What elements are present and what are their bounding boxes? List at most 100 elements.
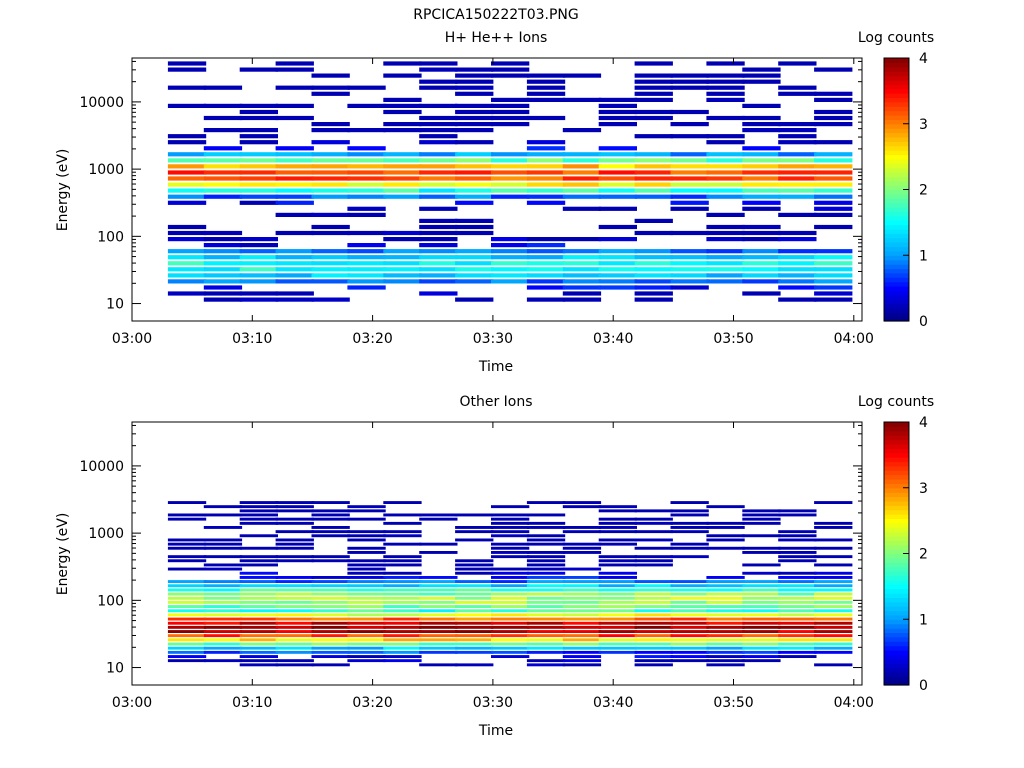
heatmap-cell bbox=[347, 596, 386, 600]
heatmap-cell bbox=[203, 115, 243, 121]
heatmap-cell bbox=[742, 255, 781, 260]
heatmap-cell bbox=[742, 146, 781, 151]
heatmap-cell bbox=[347, 609, 386, 613]
colorbar-swatch bbox=[884, 79, 909, 85]
heatmap-cell bbox=[598, 170, 637, 175]
colorbar-swatch bbox=[884, 303, 909, 309]
heatmap-cell bbox=[419, 634, 458, 638]
heatmap-cell bbox=[634, 509, 673, 513]
colorbar-swatch bbox=[884, 316, 909, 322]
heatmap-cell bbox=[598, 638, 637, 642]
heatmap-cell bbox=[778, 621, 817, 625]
heatmap-cell bbox=[742, 73, 781, 78]
heatmap-cell bbox=[778, 279, 817, 284]
colorbar-tick-label: 3 bbox=[919, 481, 928, 497]
heatmap-cell bbox=[419, 115, 458, 121]
heatmap-cell bbox=[491, 588, 530, 592]
heatmap-cell bbox=[778, 609, 817, 613]
heatmap-cell bbox=[239, 576, 278, 579]
heatmap-cell bbox=[491, 571, 530, 575]
colorbar-swatch bbox=[884, 606, 909, 612]
heatmap-cell bbox=[347, 625, 386, 629]
heatmap-cell bbox=[167, 630, 207, 633]
heatmap-cell bbox=[311, 85, 350, 90]
heatmap-cell bbox=[814, 91, 853, 96]
heatmap-cell bbox=[562, 625, 602, 629]
heatmap-cell bbox=[455, 563, 494, 567]
heatmap-cell bbox=[347, 605, 386, 608]
heatmap-cell bbox=[455, 261, 494, 266]
heatmap-cell bbox=[491, 650, 530, 654]
heatmap-cell bbox=[167, 140, 207, 145]
heatmap-cell bbox=[311, 663, 350, 667]
heatmap-cell bbox=[167, 134, 207, 139]
heatmap-cell bbox=[311, 182, 350, 187]
y-axis-label: Energy (eV) bbox=[55, 513, 71, 596]
heatmap-cell bbox=[742, 115, 781, 121]
colorbar-swatch bbox=[884, 671, 909, 677]
heatmap-cell bbox=[275, 530, 314, 534]
heatmap-cell bbox=[491, 164, 530, 169]
heatmap-cell bbox=[706, 152, 745, 157]
heatmap-cell bbox=[203, 164, 243, 169]
heatmap-cell bbox=[203, 555, 243, 559]
heatmap-cell bbox=[814, 571, 853, 575]
heatmap-cell bbox=[526, 182, 566, 187]
colorbar-swatch bbox=[884, 461, 909, 467]
heatmap-cell bbox=[311, 140, 350, 145]
heatmap-cell bbox=[634, 134, 673, 139]
heatmap-cell bbox=[347, 538, 386, 542]
heatmap-cell bbox=[742, 546, 781, 550]
heatmap-cell bbox=[311, 501, 350, 504]
heatmap-cell bbox=[706, 188, 745, 193]
heatmap-cell bbox=[311, 630, 350, 633]
heatmap-cell bbox=[634, 109, 673, 115]
heatmap-cell bbox=[275, 212, 314, 217]
heatmap-cell bbox=[778, 580, 817, 583]
heatmap-cell bbox=[706, 134, 745, 139]
heatmap-cell bbox=[778, 655, 817, 658]
colorbar-swatch bbox=[884, 430, 909, 436]
heatmap-cell bbox=[239, 134, 278, 139]
colorbar-swatch bbox=[884, 527, 909, 533]
colorbar: 0 1 2 3 4 bbox=[883, 415, 928, 694]
colorbar-swatch bbox=[884, 71, 909, 77]
heatmap-cell bbox=[491, 605, 530, 608]
heatmap-cell bbox=[526, 79, 566, 84]
heatmap-cell bbox=[167, 61, 207, 66]
heatmap-cell bbox=[239, 559, 278, 563]
heatmap-cell bbox=[491, 621, 530, 625]
x-tick-label: 03:00 bbox=[112, 331, 152, 347]
heatmap-cell bbox=[742, 122, 781, 127]
y-tick-label: 100 bbox=[97, 229, 124, 245]
heatmap-cell bbox=[814, 188, 853, 193]
heatmap-cell bbox=[239, 546, 278, 550]
heatmap-cell bbox=[634, 115, 673, 121]
heatmap-cell bbox=[526, 158, 566, 163]
heatmap-cell bbox=[491, 642, 530, 646]
heatmap-cell bbox=[778, 538, 817, 542]
heatmap-cell bbox=[239, 505, 278, 509]
colorbar-swatch bbox=[884, 277, 909, 283]
heatmap-cell bbox=[634, 182, 673, 187]
heatmap-cell bbox=[311, 170, 350, 175]
heatmap-cell bbox=[203, 249, 243, 254]
heatmap-cell bbox=[275, 164, 314, 169]
heatmap-cell bbox=[814, 97, 853, 102]
heatmap-cell bbox=[742, 521, 781, 525]
heatmap-cell bbox=[167, 267, 207, 272]
heatmap-cell bbox=[562, 285, 602, 290]
colorbar-swatch bbox=[884, 509, 909, 515]
colorbar-swatch bbox=[884, 294, 909, 300]
heatmap-cell bbox=[167, 261, 207, 266]
heatmap-cell bbox=[742, 509, 781, 513]
colorbar-swatch bbox=[884, 193, 909, 199]
heatmap-cell bbox=[239, 188, 278, 193]
heatmap-cell bbox=[455, 158, 494, 163]
heatmap-cell bbox=[634, 255, 673, 260]
heatmap-cell bbox=[814, 122, 853, 127]
heatmap-cell bbox=[239, 634, 278, 638]
heatmap-cell bbox=[311, 646, 350, 650]
x-axis-label: Time bbox=[478, 723, 513, 739]
heatmap-cell bbox=[670, 630, 709, 633]
